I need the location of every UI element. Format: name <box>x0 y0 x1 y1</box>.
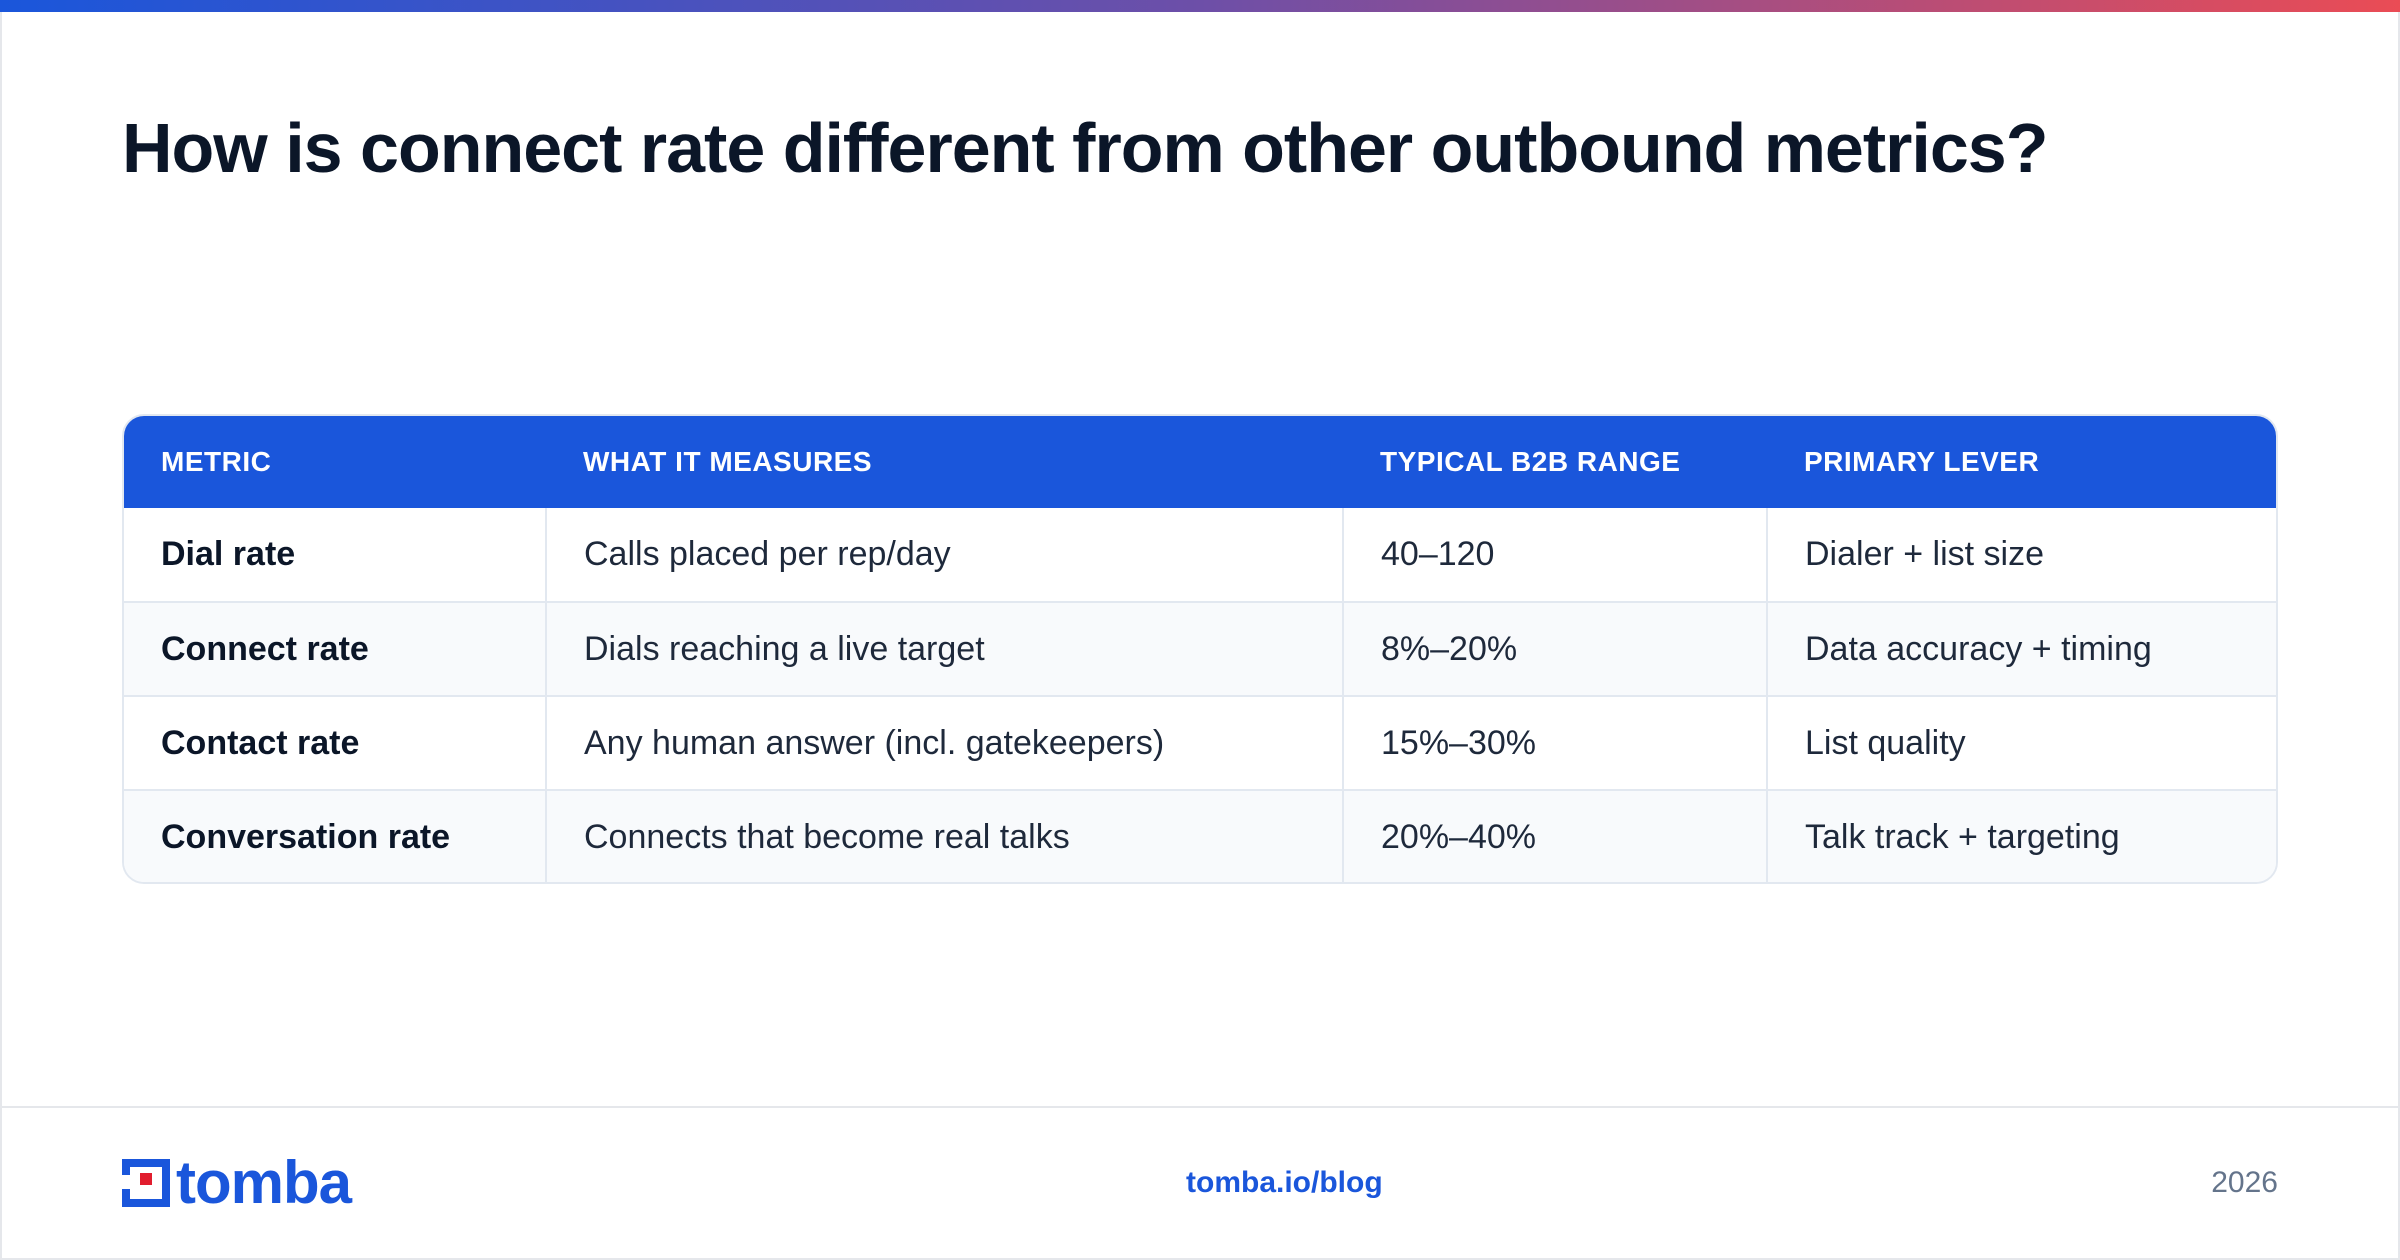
lever-cell: Dialer + list size <box>1766 508 2276 602</box>
table-row: Dial rate Calls placed per rep/day 40–12… <box>124 508 2276 602</box>
metric-cell: Contact rate <box>124 695 546 790</box>
metric-cell: Dial rate <box>161 535 296 573</box>
page-title: How is connect rate different from other… <box>122 109 2048 187</box>
lever-cell: Talk track + targeting <box>1766 789 2276 882</box>
lever-cell: List quality <box>1766 695 2276 790</box>
measures-cell: Connects that become real talks <box>545 789 1343 882</box>
header-typical-range: TYPICAL B2B RANGE <box>1380 446 1681 477</box>
logo-wordmark: tomba <box>176 1149 352 1216</box>
header-metric: METRIC <box>161 446 272 477</box>
measures-cell: Dials reaching a live target <box>545 601 1343 696</box>
range-cell: 20%–40% <box>1342 789 1767 882</box>
metric-cell: Connect rate <box>124 601 546 696</box>
footer-divider <box>0 1106 2400 1108</box>
range-cell: 40–120 <box>1342 508 1767 602</box>
footer-year: 2026 <box>2211 1166 2278 1199</box>
metrics-table: METRIC WHAT IT MEASURES TYPICAL B2B RANG… <box>122 414 2278 884</box>
range-cell: 15%–30% <box>1342 695 1767 790</box>
lever-cell: Data accuracy + timing <box>1766 601 2276 696</box>
tomba-logo[interactable]: tomba <box>122 1149 352 1216</box>
table-row: Contact rate Any human answer (incl. gat… <box>124 695 2276 790</box>
blog-link[interactable]: tomba.io/blog <box>1186 1166 1383 1199</box>
metric-cell: Conversation rate <box>124 789 546 882</box>
range-cell: 8%–20% <box>1342 601 1767 696</box>
header-primary-lever: PRIMARY LEVER <box>1804 446 2040 477</box>
measures-cell: Any human answer (incl. gatekeepers) <box>545 695 1343 790</box>
header-what-it-measures: WHAT IT MEASURES <box>583 446 873 477</box>
measures-cell: Calls placed per rep/day <box>545 508 1343 602</box>
tomba-logo-icon <box>122 1159 170 1207</box>
table-row: Connect rate Dials reaching a live targe… <box>124 601 2276 696</box>
table-row: Conversation rate Connects that become r… <box>124 789 2276 882</box>
table-header-row: METRIC WHAT IT MEASURES TYPICAL B2B RANG… <box>124 416 2276 508</box>
top-gradient-bar <box>0 0 2400 12</box>
